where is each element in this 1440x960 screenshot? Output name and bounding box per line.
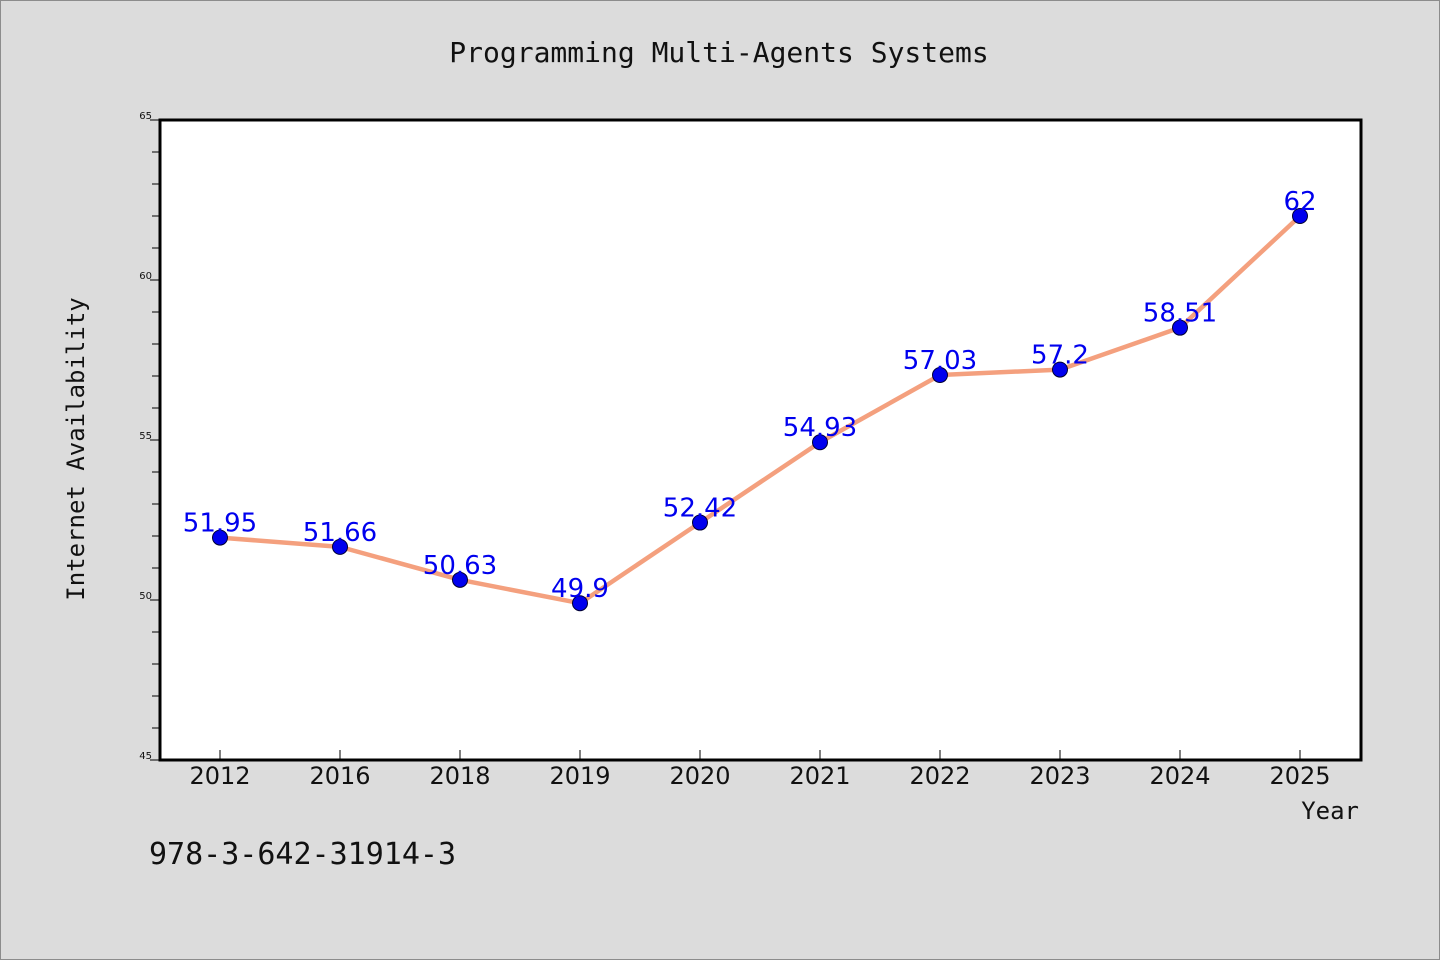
isbn-text: 978-3-642-31914-3 — [149, 837, 456, 872]
data-label: 50.63 — [423, 551, 497, 581]
data-label: 62 — [1283, 187, 1316, 217]
x-tick-label: 2019 — [549, 762, 610, 790]
data-label: 54.93 — [783, 413, 857, 443]
data-label: 58.51 — [1143, 299, 1217, 329]
x-axis: 2012 2016 2018 2019 2020 2021 2022 2023 2024 2025 — [189, 750, 1331, 790]
x-tick-label: 2012 — [189, 762, 250, 790]
x-axis-title: Year — [1301, 797, 1359, 825]
chart-title: Programming Multi-Agents Systems — [449, 36, 988, 69]
data-point — [212, 529, 228, 546]
x-tick-label: 2025 — [1269, 762, 1330, 790]
data-point — [1292, 208, 1308, 224]
data-point — [692, 514, 708, 531]
x-tick-label: 2024 — [1149, 762, 1210, 790]
y-tick-label: 55 — [139, 431, 152, 442]
data-points — [212, 208, 1308, 612]
series-line-group — [219, 214, 1302, 606]
x-tick-label: 2023 — [1029, 762, 1090, 790]
y-tick-label: 45 — [139, 751, 152, 762]
x-tick-label: 2016 — [309, 762, 370, 790]
data-point — [572, 595, 588, 612]
data-label: 57.2 — [1031, 341, 1089, 371]
data-label: 52.42 — [663, 494, 737, 524]
data-point — [932, 367, 948, 384]
x-tick-label: 2021 — [789, 762, 850, 790]
y-axis-title: Internet Availability — [62, 297, 90, 600]
series-line — [219, 214, 1302, 606]
plot-area — [158, 118, 1363, 762]
y-tick-label: 60 — [139, 271, 152, 282]
data-labels: 51.95 51.66 50.63 49.9 52.42 54.93 57.03 57.2 58… — [183, 187, 1317, 604]
data-label: 49.9 — [551, 574, 609, 604]
data-point — [452, 571, 468, 588]
data-label: 51.66 — [303, 518, 377, 548]
data-point — [1172, 319, 1188, 336]
data-point — [812, 434, 828, 451]
x-tick-label: 2022 — [909, 762, 970, 790]
data-label: 51.95 — [183, 509, 257, 539]
data-point — [1052, 361, 1068, 378]
y-tick-label: 50 — [139, 591, 152, 602]
y-axis: 45 50 55 60 65 — [139, 111, 160, 762]
x-tick-label: 2018 — [429, 762, 490, 790]
data-label: 57.03 — [903, 346, 977, 376]
x-tick-label: 2020 — [669, 762, 730, 790]
y-tick-label: 65 — [139, 111, 152, 122]
data-point — [332, 538, 348, 555]
